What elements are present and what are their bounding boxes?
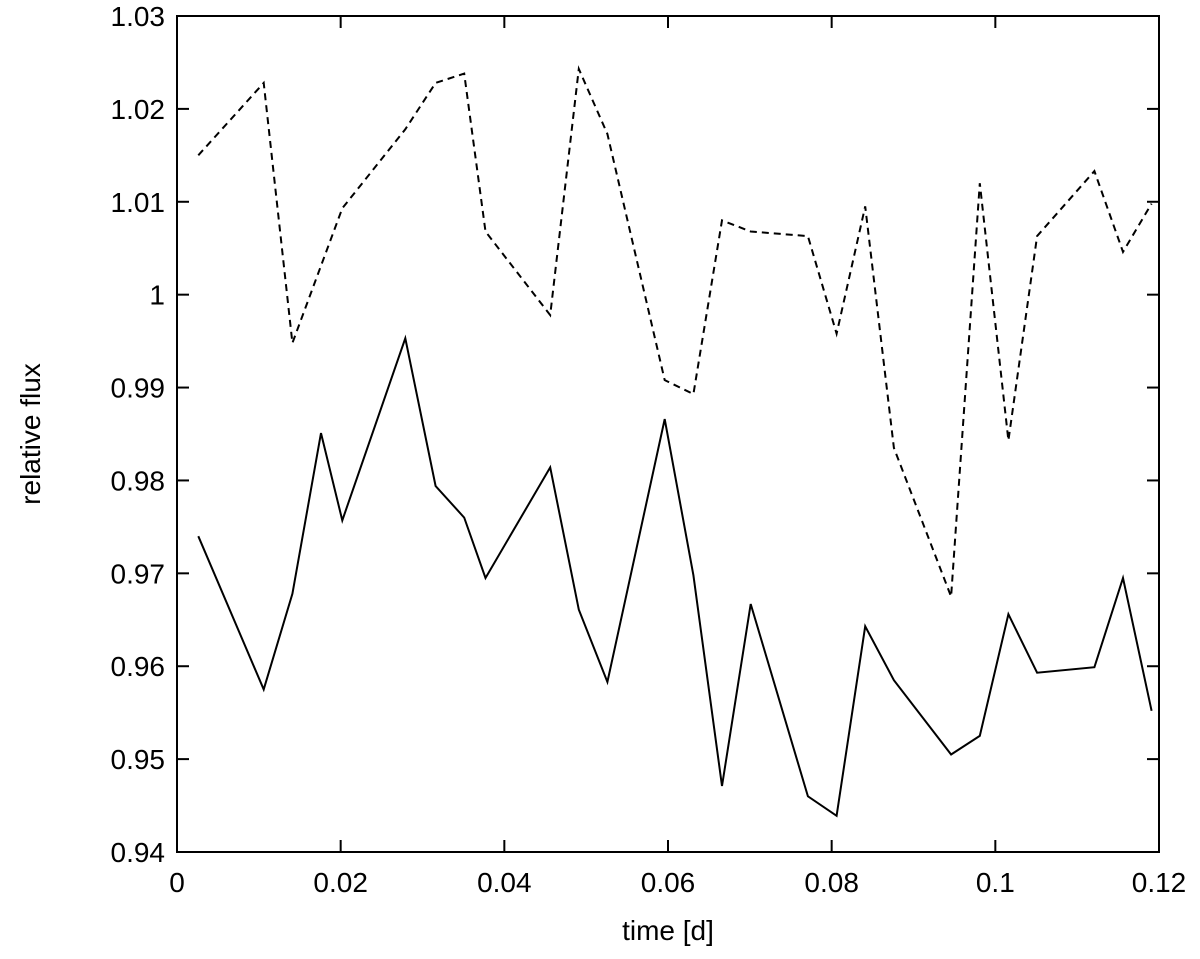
y-tick-label: 1 <box>149 280 165 311</box>
y-tick-label: 1.01 <box>111 187 166 218</box>
y-tick-label: 0.96 <box>111 651 166 682</box>
y-axis-label: relative flux <box>15 363 46 505</box>
solid-series-line <box>197 334 1153 818</box>
dashed-series-line <box>197 65 1153 597</box>
y-tick-label: 0.97 <box>111 558 166 589</box>
y-tick-label: 1.02 <box>111 94 166 125</box>
x-axis-label: time [d] <box>622 915 714 946</box>
x-tick-label: 0.06 <box>641 867 696 898</box>
x-tick-label: 0.04 <box>477 867 532 898</box>
x-tick-label: 0 <box>169 867 185 898</box>
y-tick-label: 0.99 <box>111 373 166 404</box>
tick-labels: 0 0.02 0.04 0.06 0.08 0.1 0.12 0.94 0.95 0.96 0.97… <box>111 1 1187 898</box>
plot-frame <box>176 15 1160 853</box>
x-tick-label: 0.02 <box>313 867 368 898</box>
series-layer <box>197 65 1153 818</box>
x-tick-label: 0.12 <box>1132 867 1187 898</box>
x-tick-label: 0.08 <box>804 867 859 898</box>
y-tick-label: 0.95 <box>111 744 166 775</box>
x-tick-label: 0.1 <box>976 867 1015 898</box>
y-tick-label: 0.94 <box>111 837 166 868</box>
y-tick-label: 0.98 <box>111 465 166 496</box>
y-tick-label: 1.03 <box>111 1 166 32</box>
